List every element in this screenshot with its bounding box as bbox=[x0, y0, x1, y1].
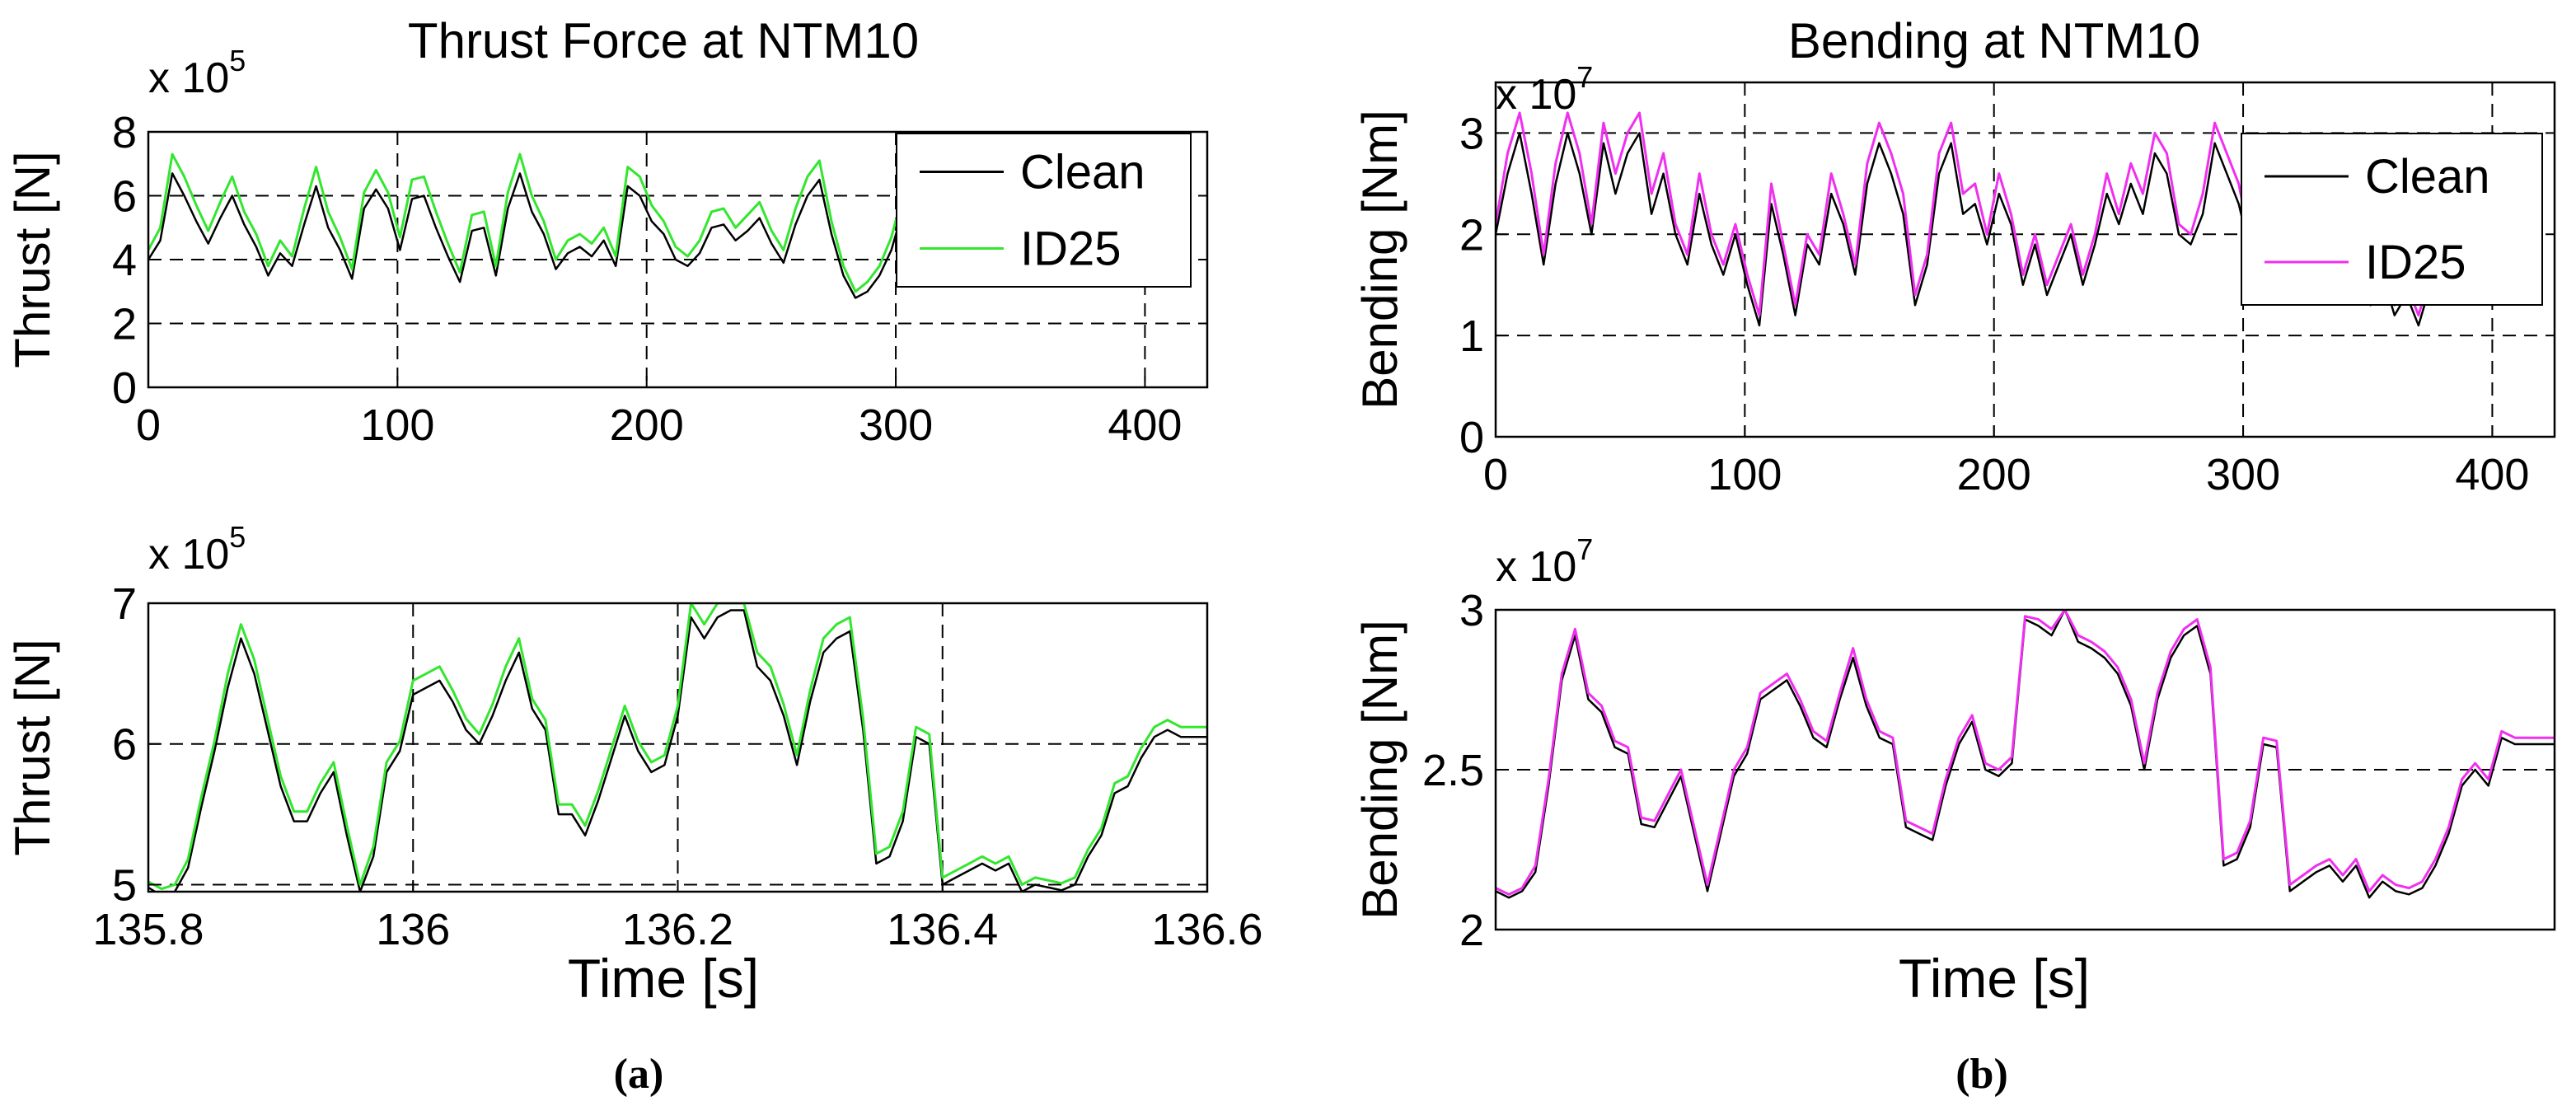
legend-box bbox=[896, 133, 1192, 288]
x-tick-label: 200 bbox=[1957, 450, 2031, 499]
x-tick-label: 0 bbox=[1483, 450, 1508, 499]
series-line-clean bbox=[1496, 610, 2555, 899]
legend-label-id25: ID25 bbox=[1020, 223, 1122, 276]
axis-exponent: x 105 bbox=[148, 520, 246, 579]
series-group bbox=[148, 603, 1207, 892]
y-tick-label: 2 bbox=[1459, 210, 1484, 260]
legend-label-clean: Clean bbox=[1020, 146, 1145, 199]
x-axis-label: Time [s] bbox=[568, 948, 759, 1009]
y-tick-label: 2 bbox=[112, 300, 137, 349]
legend-label-clean: Clean bbox=[2365, 150, 2490, 204]
x-tick-label: 300 bbox=[859, 401, 933, 450]
x-tick-label: 100 bbox=[1707, 450, 1782, 499]
legend-label-id25: ID25 bbox=[2365, 236, 2466, 289]
y-tick-label: 5 bbox=[112, 860, 137, 910]
chart-title: Thrust Force at NTM10 bbox=[408, 13, 919, 68]
y-tick-label: 0 bbox=[1459, 413, 1484, 462]
y-axis-label: Bending [Nm] bbox=[1352, 110, 1407, 410]
y-tick-label: 0 bbox=[112, 363, 137, 413]
chart-title: Bending at NTM10 bbox=[1788, 13, 2200, 68]
plot-bending-full: 0 100 200 300 400 0 1 2 3x 107 Bending [Nm] Bendin… bbox=[1352, 13, 2556, 499]
y-tick-label: 2.5 bbox=[1422, 746, 1484, 795]
series-group bbox=[1496, 610, 2555, 899]
axis-exponent: x 107 bbox=[1496, 532, 1593, 591]
x-tick-label: 136.6 bbox=[1151, 905, 1262, 954]
y-tick-label: 8 bbox=[112, 108, 137, 157]
y-tick-label: 6 bbox=[112, 172, 137, 222]
y-axis-label: Bending [Nm] bbox=[1352, 620, 1407, 920]
x-tick-label: 135.8 bbox=[92, 905, 204, 954]
x-tick-label: 200 bbox=[610, 401, 684, 450]
series-line-id25 bbox=[148, 603, 1207, 891]
y-axis-label: Thrust [N] bbox=[5, 151, 60, 368]
y-tick-label: 3 bbox=[1459, 586, 1484, 635]
legend-box bbox=[2241, 133, 2543, 306]
x-tick-label: 0 bbox=[136, 401, 161, 450]
x-tick-label: 100 bbox=[360, 401, 434, 450]
y-tick-label: 6 bbox=[112, 720, 137, 770]
x-tick-label: 136.4 bbox=[887, 905, 998, 954]
axis-exponent: x 107 bbox=[1496, 60, 1593, 119]
plot-bending-zoom: 2 2.5 3x 107 Bending [Nm] Time [s] bbox=[1352, 532, 2556, 1009]
x-tick-label: 136.2 bbox=[622, 905, 733, 954]
x-tick-label: 300 bbox=[2206, 450, 2280, 499]
x-tick-label: 136 bbox=[376, 905, 450, 954]
series-line-clean bbox=[148, 609, 1207, 892]
x-tick-label: 400 bbox=[1108, 401, 1182, 450]
x-tick-label: 400 bbox=[2455, 450, 2529, 499]
y-tick-label: 3 bbox=[1459, 109, 1484, 158]
plot-thrust-zoom: 135.8 136 136.2 136.4 136.6 5 6 7x 105 Thrust [N… bbox=[5, 520, 1263, 1009]
y-tick-label: 7 bbox=[112, 579, 137, 629]
y-axis-label: Thrust [N] bbox=[5, 639, 60, 855]
y-tick-label: 1 bbox=[1459, 312, 1484, 361]
plot-thrust-full: 0 100 200 300 400 0 2 4 6 8x 105 Thrust [N] Thrust … bbox=[5, 13, 1209, 450]
figure-label-a: (a) bbox=[614, 1051, 664, 1098]
y-tick-label: 4 bbox=[112, 236, 137, 285]
series-line-id25 bbox=[1496, 610, 2555, 896]
x-axis-label: Time [s] bbox=[1899, 948, 2090, 1009]
axes-box bbox=[1494, 81, 2556, 438]
figure-label-b: (b) bbox=[1955, 1051, 2008, 1098]
y-tick-label: 2 bbox=[1459, 906, 1484, 955]
axis-exponent: x 105 bbox=[148, 44, 246, 102]
